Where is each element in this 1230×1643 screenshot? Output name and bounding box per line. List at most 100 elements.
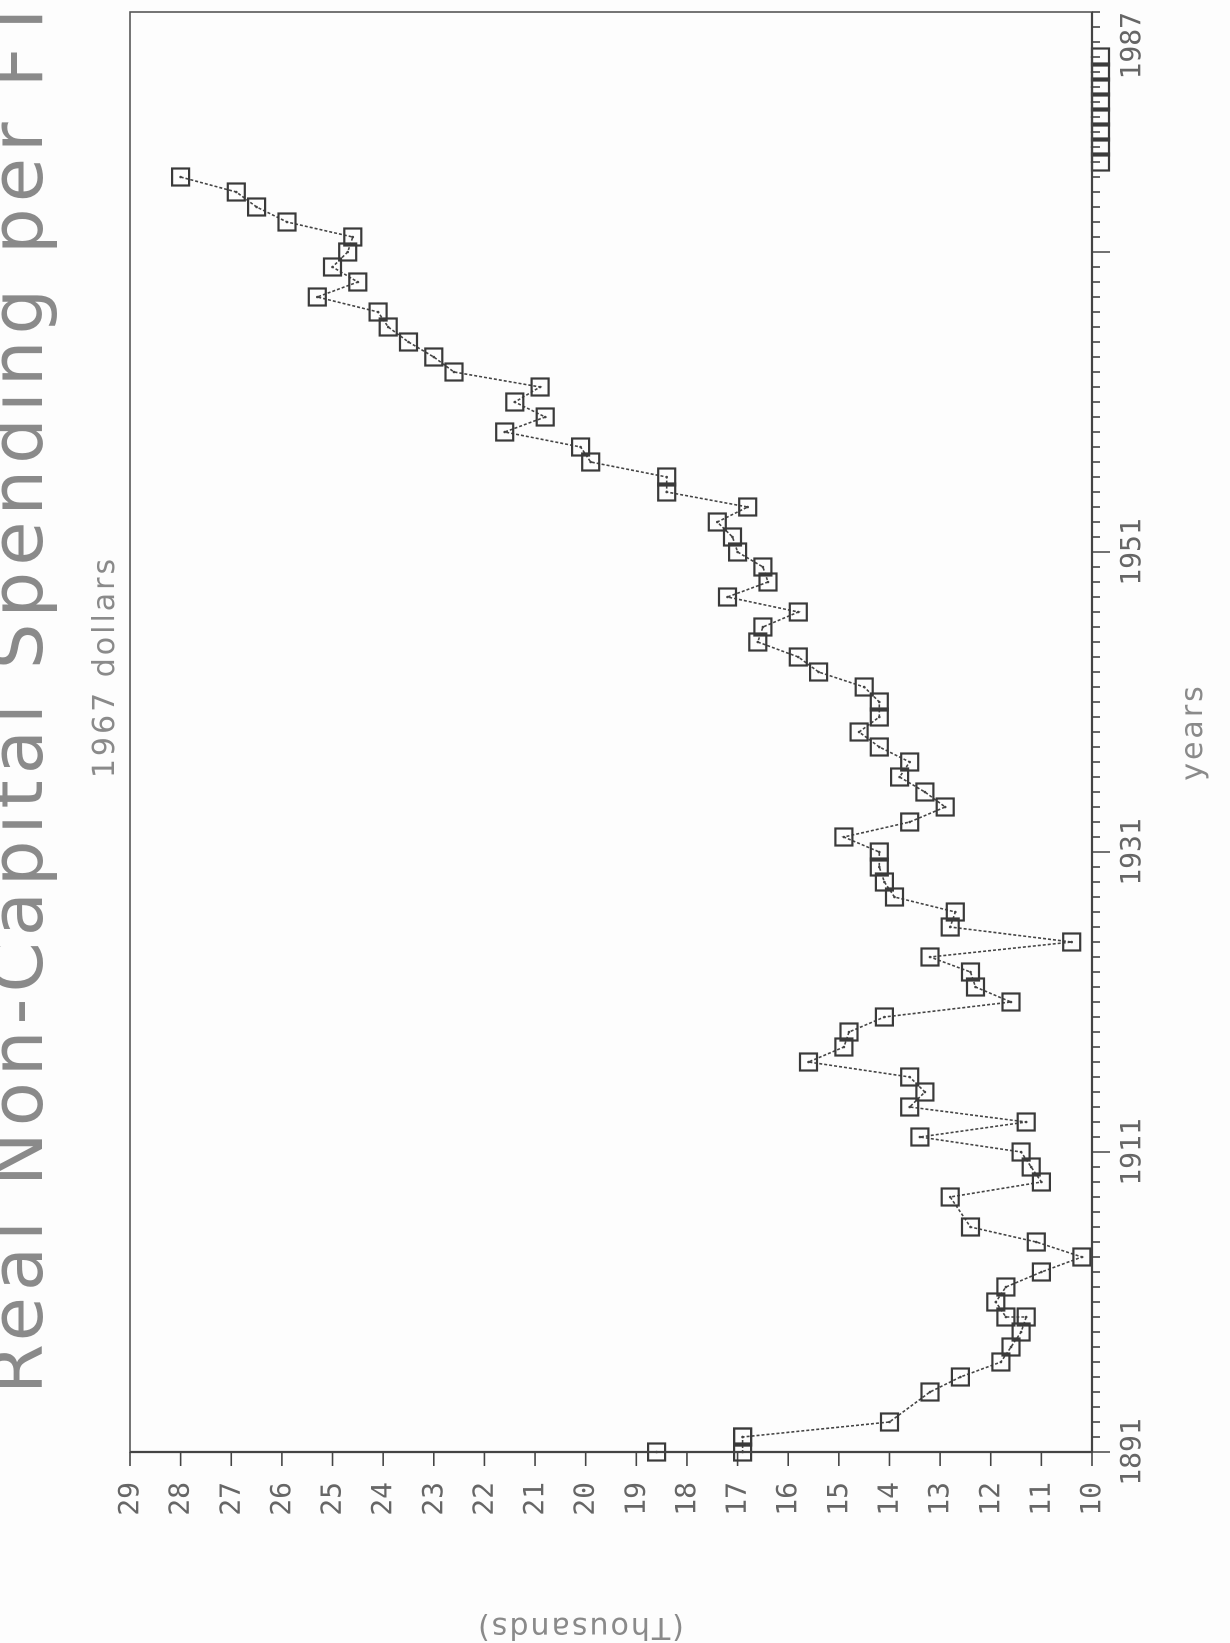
data-point (1011, 1322, 1031, 1342)
data-point-center (665, 475, 669, 479)
data-point (322, 257, 343, 277)
data-point (991, 1352, 1011, 1372)
data-point (1021, 1157, 1041, 1177)
data-point (657, 467, 677, 487)
data-point (900, 1067, 920, 1087)
data-point-center (928, 955, 932, 959)
data-point-center (255, 205, 258, 209)
x-axis-label: years (1175, 683, 1210, 781)
data-point-center (974, 985, 977, 989)
data-point-center (1024, 1120, 1028, 1124)
data-point (535, 407, 555, 427)
y-tick-label: 25 (315, 1482, 348, 1516)
data-point-center (847, 1030, 851, 1034)
data-point (920, 1382, 940, 1402)
y-tick-label: 16 (770, 1482, 803, 1516)
x-tick-labels: 1891 1911 1931 1951 1987 (1114, 12, 1147, 1486)
y-tick-label: 13 (922, 1482, 955, 1516)
data-point (1016, 1307, 1036, 1327)
data-point (1001, 992, 1021, 1012)
data-point-center (878, 865, 881, 869)
data-point-center (736, 550, 739, 554)
y-tick-label: 20 (568, 1482, 601, 1516)
data-point (996, 1277, 1016, 1297)
data-point-center (883, 1015, 886, 1019)
y-tick-label: 22 (466, 1482, 499, 1516)
data-point-center (1029, 1165, 1033, 1169)
data-point-center (908, 1105, 911, 1109)
data-point (834, 827, 854, 847)
data-point (996, 1307, 1016, 1327)
data-point (733, 1427, 753, 1447)
data-point-center (928, 1390, 932, 1394)
x-tick-label: 1911 (1114, 1118, 1147, 1185)
data-point (869, 857, 889, 877)
plot-frame (129, 11, 1093, 1453)
data-point-center (285, 220, 289, 224)
data-point (398, 332, 419, 352)
data-point (444, 362, 464, 382)
chart-subtitle: 1967 dollars (87, 556, 122, 778)
data-point-center (862, 685, 866, 689)
data-point-center (351, 235, 355, 239)
y-tick-label: 26 (264, 1482, 297, 1516)
data-point-center (878, 850, 881, 854)
data-point-center (959, 1375, 962, 1379)
data-point-center (878, 715, 881, 719)
data-point-center (857, 730, 861, 734)
data-point-center (356, 280, 360, 284)
data-point (849, 722, 869, 742)
y-tick-label: 21 (517, 1482, 550, 1516)
y-tick-label: 11 (1023, 1482, 1056, 1516)
data-point (307, 287, 327, 307)
data-series (170, 47, 1111, 1462)
y-tick-label: 15 (821, 1482, 854, 1516)
data-point-center (994, 1300, 998, 1304)
data-point-center (797, 610, 800, 614)
data-point-center (386, 325, 390, 329)
y-tick-label: 28 (163, 1482, 196, 1516)
data-point-center (452, 370, 456, 374)
data-point (707, 512, 727, 532)
x-tick-label: 1951 (1114, 518, 1147, 585)
data-point (348, 272, 368, 292)
data-point-center (538, 385, 542, 389)
data-point (798, 1052, 819, 1072)
data-point-center (432, 355, 436, 359)
data-point-center (407, 340, 410, 344)
y-tick-label: 17 (720, 1482, 753, 1516)
data-point-center (589, 460, 593, 464)
data-point (170, 167, 191, 187)
y-tick-label: 29 (112, 1482, 145, 1516)
data-point-center (346, 250, 350, 254)
data-point (581, 452, 601, 472)
data-point-center (331, 265, 334, 269)
data-point (869, 842, 889, 862)
data-point (834, 1037, 854, 1057)
x-tick-label: 1931 (1114, 818, 1147, 885)
data-point (950, 1367, 970, 1387)
data-point (246, 197, 267, 217)
data-point (960, 962, 981, 982)
data-point (900, 752, 920, 772)
data-point (1031, 1262, 1052, 1282)
data-point (1062, 932, 1082, 952)
data-point-center (898, 775, 901, 779)
data-point (915, 1082, 935, 1102)
data-point-center (513, 400, 517, 404)
axis-ticks (129, 11, 1110, 1466)
data-point-center (1024, 1315, 1028, 1319)
data-point-center (948, 1195, 952, 1199)
data-point-center (1070, 940, 1074, 944)
data-point (277, 212, 297, 232)
data-point (869, 707, 889, 727)
data-point-center (948, 925, 952, 929)
data-point-center (761, 565, 765, 569)
y-tick-label: 14 (871, 1482, 904, 1516)
data-point (986, 1292, 1006, 1312)
data-point (343, 227, 363, 247)
data-point (1016, 1112, 1036, 1132)
data-point-center (726, 595, 729, 599)
data-point (915, 782, 935, 802)
